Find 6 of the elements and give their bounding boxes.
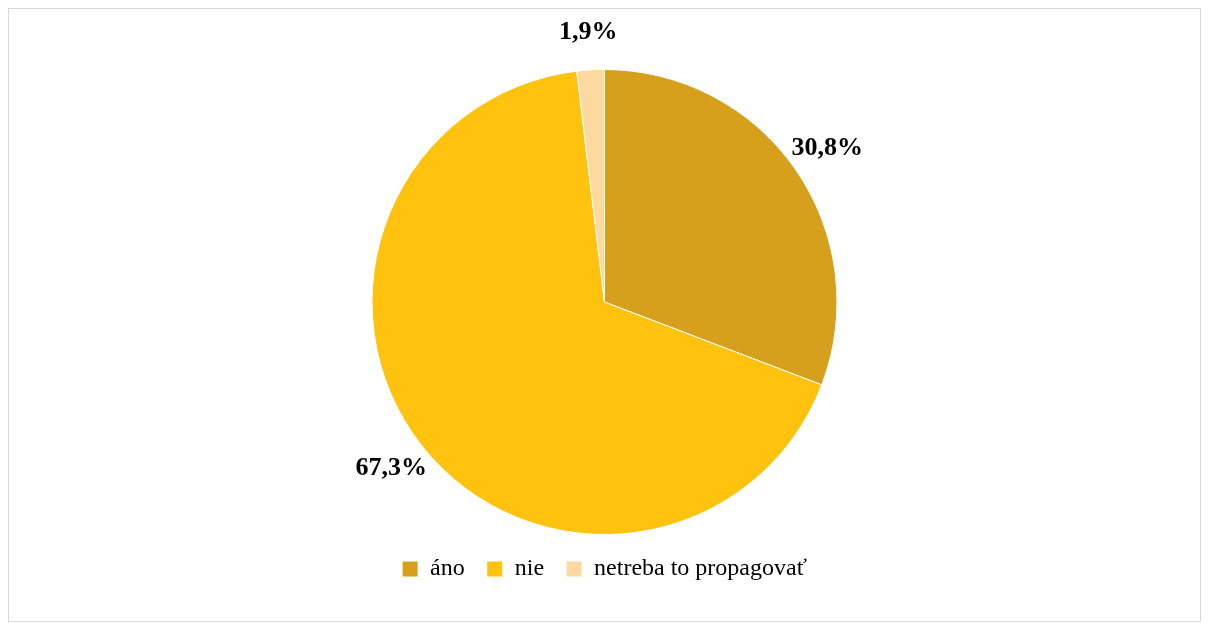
legend-label: áno — [430, 554, 465, 581]
data-label: 67,3% — [355, 452, 428, 482]
legend-label: nie — [514, 554, 545, 581]
data-label: 1,9% — [559, 15, 618, 45]
data-label: 30,8% — [791, 132, 864, 162]
legend-label: netreba to propagovať — [594, 554, 807, 581]
